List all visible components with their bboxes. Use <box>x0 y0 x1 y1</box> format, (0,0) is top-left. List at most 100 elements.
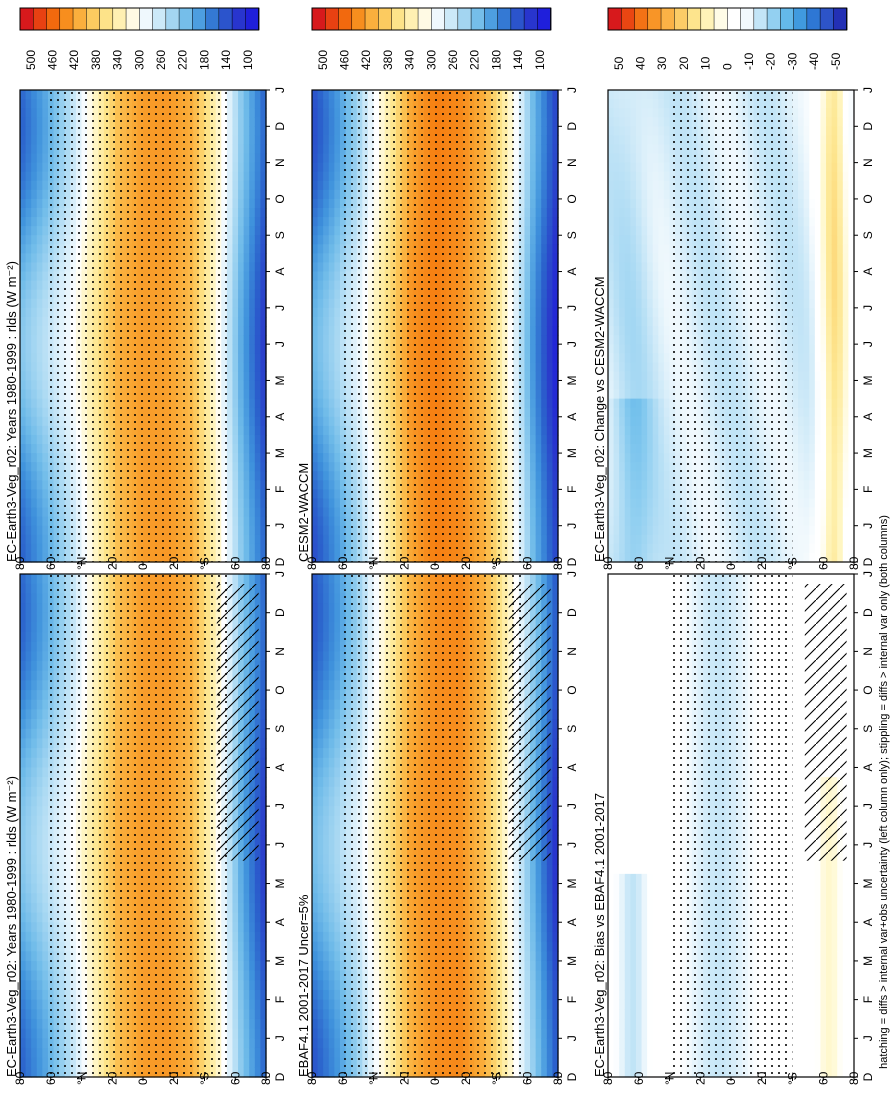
month-tick-label: A <box>565 763 579 771</box>
month-tick-label: F <box>861 486 875 493</box>
month-tick-label: J <box>273 305 287 311</box>
month-tick-label: S <box>565 725 579 733</box>
month-tick-label: D <box>861 608 875 617</box>
colorbar-label: 180 <box>197 50 211 70</box>
lat-tick-label: 0 <box>724 563 738 570</box>
colorbar-label: -10 <box>742 52 756 70</box>
month-tick-label: J <box>565 523 579 529</box>
colorbar-label: 40 <box>634 56 648 70</box>
month-tick-label: J <box>861 87 875 93</box>
colorbar-label: 140 <box>219 50 233 70</box>
lat-tick-label: 20 <box>105 556 119 570</box>
month-tick-label: J <box>861 305 875 311</box>
lat-tick-label: 60 <box>816 1071 830 1085</box>
month-tick-label: N <box>273 158 287 167</box>
colorbar-label: 340 <box>403 50 417 70</box>
month-tick-label: J <box>565 1035 579 1041</box>
colorbar-label: 380 <box>89 50 103 70</box>
month-tick-label: M <box>273 879 287 889</box>
colorbar-label: 20 <box>677 56 691 70</box>
colorbar-label: 260 <box>446 50 460 70</box>
month-tick-label: D <box>861 557 875 566</box>
month-tick-label: J <box>273 571 287 577</box>
month-tick-label: M <box>273 448 287 458</box>
month-tick-label: J <box>273 803 287 809</box>
month-tick-label: A <box>273 918 287 926</box>
colorbar-label: 30 <box>655 56 669 70</box>
month-tick-label: M <box>565 879 579 889</box>
month-tick-label: N <box>565 647 579 656</box>
lat-tick-label: 20 <box>167 556 181 570</box>
lat-tick-label: °N <box>663 557 677 570</box>
month-tick-label: S <box>273 725 287 733</box>
lat-tick-label: 0 <box>428 1078 442 1085</box>
month-tick-label: S <box>273 231 287 239</box>
hatching <box>804 584 847 861</box>
hatching <box>216 584 259 861</box>
colorbar-label: 300 <box>132 50 146 70</box>
month-tick-label: A <box>861 268 875 276</box>
lat-tick-label: 60 <box>520 556 534 570</box>
colorbar-label: 220 <box>176 50 190 70</box>
month-tick-label: J <box>861 803 875 809</box>
month-tick-label: D <box>565 122 579 131</box>
month-tick-label: J <box>565 571 579 577</box>
month-tick-label: D <box>273 122 287 131</box>
month-tick-label: J <box>861 571 875 577</box>
month-tick-label: M <box>861 956 875 966</box>
lat-tick-label: 80 <box>305 1071 319 1085</box>
panel-title: EC-Earth3-Veg_r02: Change vs CESM2-WACCM <box>592 276 607 562</box>
lat-tick-label: 60 <box>632 556 646 570</box>
lat-tick-label: 80 <box>259 1071 273 1085</box>
lat-tick-label: °N <box>663 1072 677 1085</box>
stippling <box>341 90 524 562</box>
month-tick-label: N <box>861 647 875 656</box>
month-tick-label: O <box>565 194 579 203</box>
month-tick-label: A <box>565 918 579 926</box>
month-tick-label: A <box>273 763 287 771</box>
colorbar-label: 500 <box>316 50 330 70</box>
stippling <box>49 90 232 562</box>
month-tick-label: O <box>273 685 287 694</box>
month-tick-label: J <box>565 842 579 848</box>
lat-tick-label: 60 <box>336 556 350 570</box>
lat-tick-label: 20 <box>693 556 707 570</box>
lat-tick-label: °S <box>198 1072 212 1085</box>
month-tick-label: N <box>565 158 579 167</box>
colorbar-label: 420 <box>359 50 373 70</box>
lat-tick-label: 80 <box>259 556 273 570</box>
month-tick-label: N <box>273 647 287 656</box>
month-tick-label: O <box>861 685 875 694</box>
lat-tick-label: 80 <box>305 556 319 570</box>
month-tick-label: D <box>861 122 875 131</box>
month-tick-label: J <box>565 87 579 93</box>
colorbar-label: 10 <box>699 56 713 70</box>
month-tick-label: S <box>565 231 579 239</box>
lat-tick-label: 0 <box>136 563 150 570</box>
colorbar-label: 220 <box>468 50 482 70</box>
month-tick-label: A <box>861 413 875 421</box>
month-tick-label: M <box>565 375 579 385</box>
lat-tick-label: 20 <box>755 556 769 570</box>
panel-title: EC-Earth3-Veg_r02: Bias vs EBAF4.1 2001-… <box>592 793 607 1077</box>
lat-tick-label: °S <box>490 1072 504 1085</box>
month-tick-label: A <box>565 268 579 276</box>
month-tick-label: J <box>273 87 287 93</box>
colorbar-label: 380 <box>381 50 395 70</box>
lat-tick-label: 60 <box>816 556 830 570</box>
lat-tick-label: °N <box>367 1072 381 1085</box>
month-tick-label: S <box>861 725 875 733</box>
colorbar-label: 100 <box>533 50 547 70</box>
month-tick-label: J <box>861 1035 875 1041</box>
lat-tick-label: 80 <box>551 1071 565 1085</box>
colorbar-label: 420 <box>67 50 81 70</box>
month-tick-label: J <box>273 523 287 529</box>
lat-tick-label: °N <box>75 1072 89 1085</box>
month-tick-label: A <box>565 413 579 421</box>
lat-tick-label: 80 <box>847 1071 861 1085</box>
stippling <box>341 574 524 1077</box>
